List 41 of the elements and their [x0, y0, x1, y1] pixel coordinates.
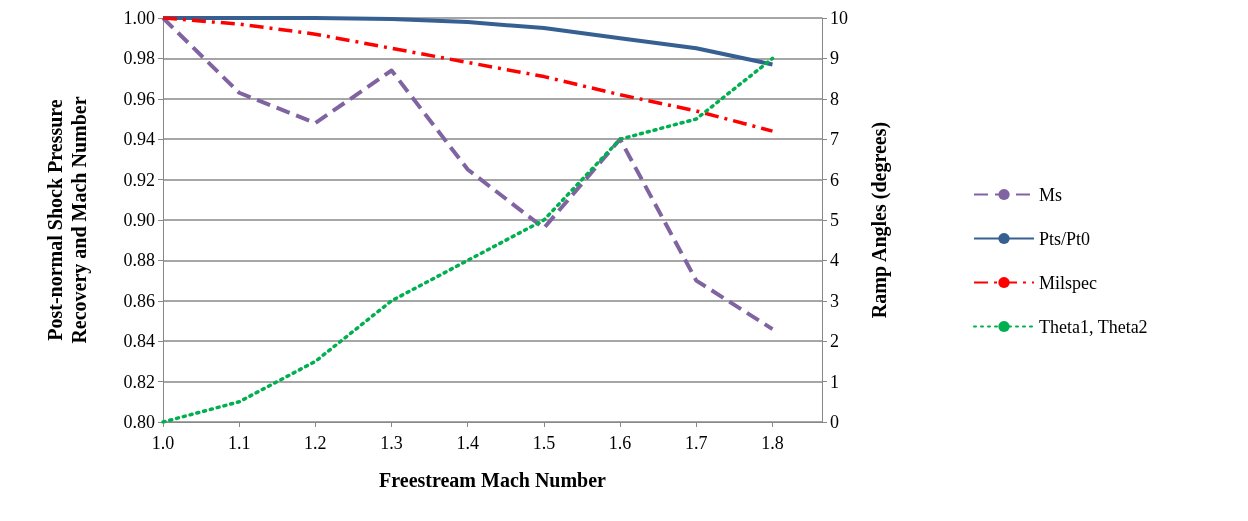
x-tick-label: 1.8 — [761, 433, 784, 453]
y2-tick-label: 6 — [830, 169, 839, 190]
y-tick-label: 0.82 — [123, 371, 155, 392]
legend-label: Milspec — [1039, 272, 1097, 293]
line-series — [161, 16, 775, 133]
y2-tick-label: 1 — [830, 371, 839, 392]
y2-tick-label: 8 — [830, 88, 839, 109]
y-tick-label: 0.92 — [123, 169, 155, 190]
y-tick-label: 0.98 — [123, 48, 155, 69]
y-tick-label: 0.88 — [123, 250, 155, 271]
x-tick-label: 1.3 — [380, 433, 403, 453]
x-axis-title: Freestream Mach Number — [379, 469, 607, 491]
x-tick-label: 1.7 — [685, 433, 708, 453]
legend-label: Pts/Pt0 — [1039, 228, 1091, 249]
y-tick-label: 0.84 — [123, 331, 155, 352]
y2-tick-label: 9 — [830, 48, 839, 69]
y-tick-label: 0.90 — [123, 210, 155, 230]
y2-tick-label: 2 — [830, 331, 839, 352]
x-tick-label: 1.6 — [608, 433, 632, 453]
y2-tick-label: 4 — [830, 250, 839, 271]
x-tick-label: 1.1 — [227, 433, 251, 453]
y2-tick-label: 10 — [830, 8, 848, 28]
y-axis-title: Post-normal Shock Pressure Recovery and Mach Number — [44, 96, 91, 344]
x-tick-label: 1.0 — [151, 433, 175, 453]
legend-label: Theta1, Theta2 — [1039, 316, 1148, 337]
y2-tick-label: 5 — [830, 210, 839, 230]
y-tick-label: 0.94 — [123, 129, 155, 150]
line-series — [161, 56, 775, 424]
x-tick-label: 1.4 — [456, 433, 479, 453]
y-tick-label: 0.96 — [123, 88, 155, 109]
legend-label: Ms — [1039, 184, 1063, 205]
y2-tick-label: 7 — [830, 129, 839, 150]
y2-tick-label: 3 — [830, 290, 839, 311]
y-tick-label: 1.00 — [123, 8, 155, 28]
x-tick-label: 1.5 — [532, 433, 556, 453]
y-tick-label: 0.80 — [123, 412, 155, 432]
x-tick-label: 1.2 — [304, 433, 327, 453]
line-series — [161, 16, 775, 332]
y2-tick-label: 0 — [830, 412, 839, 432]
y2-axis-title: Ramp Angles (degrees) — [868, 121, 891, 319]
y-tick-label: 0.86 — [123, 290, 155, 311]
